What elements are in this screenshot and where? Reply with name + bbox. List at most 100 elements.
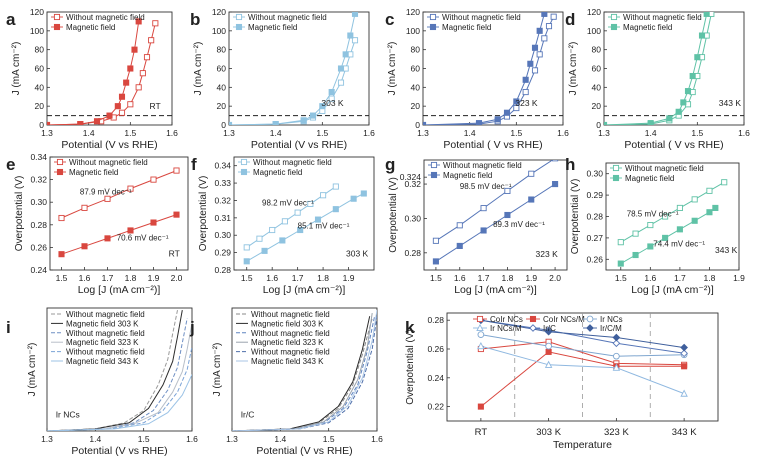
series-line	[47, 23, 156, 125]
data-point	[351, 12, 359, 17]
data-point	[127, 65, 134, 72]
y-tick-label: 80	[592, 45, 602, 55]
y-tick-label: 0.29	[586, 190, 603, 200]
data-point	[127, 227, 134, 234]
panel-letter-d: d	[565, 10, 575, 29]
series-line	[47, 323, 192, 431]
legend-label: Without magnetic field	[625, 164, 704, 173]
data-point	[139, 70, 146, 77]
y-tick-label: 0.27	[586, 233, 603, 243]
condition-label: 323 K	[515, 98, 538, 108]
data-point	[675, 108, 682, 115]
data-point	[680, 343, 688, 352]
slope-label: 85.1 mV dec⁻¹	[298, 221, 350, 230]
legend-label: Without magnetic field	[443, 161, 522, 170]
y-tick-label: 40	[411, 82, 421, 92]
x-tick-label: 1.7	[292, 273, 304, 283]
x-tick-label: 1.6	[266, 273, 278, 283]
data-point	[545, 23, 553, 30]
data-point	[662, 213, 669, 220]
data-point	[456, 222, 463, 229]
data-point	[527, 60, 534, 67]
legend-marker	[430, 161, 438, 169]
data-point	[229, 121, 233, 125]
series-line	[61, 170, 177, 219]
legend-label: Magnetic field	[253, 168, 302, 177]
data-point	[243, 244, 250, 251]
data-point	[531, 44, 539, 51]
legend-marker	[235, 23, 243, 31]
x-axis-label: Log [J (mA cm⁻²)]	[78, 284, 161, 296]
x-tick-label: 1.6	[738, 128, 750, 138]
x-tick-label: 343 K	[672, 427, 697, 438]
y-axis-label: Overpotential (V)	[198, 176, 209, 252]
series-j-0	[232, 318, 373, 431]
legend-label: Without magnetic field	[442, 13, 521, 22]
data-point	[114, 103, 121, 110]
y-tick-label: 0.30	[586, 169, 603, 179]
data-point	[148, 37, 155, 44]
legend-label: CoIr NCs	[490, 315, 523, 324]
data-point	[150, 219, 157, 226]
x-tick-label: 2.0	[171, 273, 183, 283]
y-tick-label: 60	[411, 64, 421, 74]
data-point	[332, 183, 339, 190]
legend-label: Magnetic field 303 K	[66, 319, 139, 328]
data-point	[494, 116, 501, 123]
data-point	[647, 120, 654, 125]
condition-label: RT	[169, 248, 180, 258]
x-tick-label: 1.4	[270, 128, 282, 138]
y-axis-label: J (mA cm⁻²)	[11, 42, 22, 96]
series-line	[480, 334, 685, 357]
x-tick-label: 1.5	[124, 128, 136, 138]
y-tick-label: 0.28	[214, 265, 231, 275]
x-tick-label: 1.4	[645, 128, 657, 138]
y-tick-label: 0.32	[30, 175, 47, 185]
y-tick-label: 0	[415, 120, 420, 130]
data-point	[545, 342, 552, 350]
panel-letter-j: j	[189, 318, 195, 337]
data-point	[432, 258, 439, 265]
series-line	[480, 345, 685, 395]
data-point	[319, 103, 326, 110]
series-line	[604, 13, 712, 125]
legend-label: Without magnetic field	[251, 310, 330, 319]
legend-marker	[56, 158, 64, 166]
legend-label: Magnetic field	[248, 23, 297, 32]
legend-marker	[476, 315, 484, 323]
legend-marker	[235, 13, 243, 21]
legend-label: Magnetic field	[623, 23, 672, 32]
data-point	[320, 192, 327, 199]
plot-frame	[423, 159, 568, 271]
legend-marker	[612, 174, 620, 182]
data-point	[360, 190, 367, 197]
data-point	[135, 84, 142, 91]
x-tick-label: 1.6	[186, 434, 198, 444]
data-point	[706, 209, 713, 216]
series-e-0	[58, 167, 180, 222]
x-tick-label: 1.7	[102, 273, 114, 283]
x-tick-label: 1.3	[598, 128, 610, 138]
data-point	[691, 217, 698, 224]
data-point	[104, 195, 111, 202]
data-point	[550, 13, 557, 20]
x-tick-label: 1.3	[226, 434, 238, 444]
y-tick-label: 0.26	[30, 242, 47, 252]
y-tick-label: 0	[221, 120, 226, 130]
legend-label: Without magnetic field	[253, 158, 332, 167]
x-axis-label: Potential (V vs RHE)	[71, 445, 167, 457]
panel-i: i 1.3 1.4 1.5 1.6 Potential (V vs RHE) J (mA c…	[6, 307, 198, 457]
plot-frame	[231, 307, 378, 432]
y-tick-label: 0.28	[30, 220, 47, 230]
series-line	[232, 310, 377, 431]
data-point	[712, 204, 719, 211]
panel-d: d 0 20 40 60 80 100 120 1.3 1.4 1.5 1.6 Potential ( …	[565, 7, 750, 151]
x-tick-label: 1.5	[138, 434, 150, 444]
y-tick-label: 0.34	[30, 152, 47, 162]
x-tick-label: RT	[475, 427, 488, 438]
data-point	[528, 196, 535, 203]
x-tick-label: 1.6	[557, 128, 569, 138]
data-point	[531, 67, 539, 74]
x-tick-label: 1.3	[223, 128, 235, 138]
series-h-0	[617, 179, 728, 246]
